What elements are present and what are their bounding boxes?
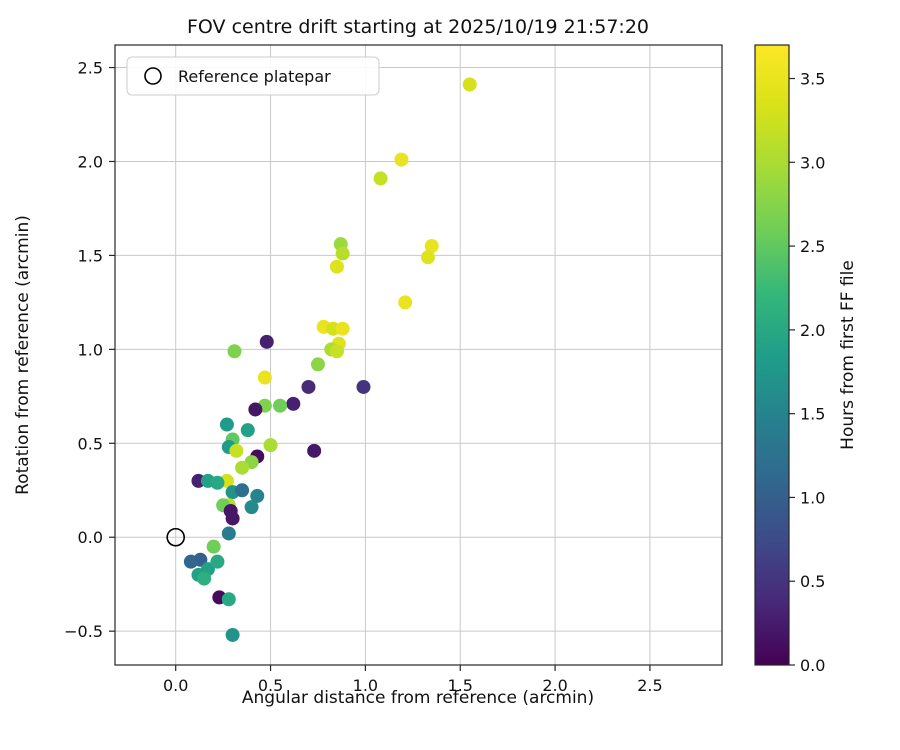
x-tick-label: 0.5 [258,676,283,695]
scatter-point [373,171,388,186]
y-axis-label: Rotation from reference (arcmin) [13,215,33,495]
colorbar-tick-label: 1.5 [800,405,825,424]
colorbar-tick-label: 1.0 [800,488,825,507]
scatter-point [229,443,244,458]
scatter-point [335,246,350,261]
colorbar-tick-label: 3.5 [800,70,825,89]
grid [115,45,722,665]
y-tick-label: −0.5 [64,622,103,641]
scatter-point [244,500,259,515]
scatter-point [235,483,250,498]
plot-border [114,44,723,666]
scatter-point [420,250,435,265]
y-tick-label: 2.5 [78,59,103,78]
scatter-point [197,571,212,586]
legend-reference-marker-icon [144,67,162,85]
scatter-point [210,554,225,569]
scatter-point [221,526,236,541]
scatter-point [240,423,255,438]
y-tick-label: 2.0 [78,152,103,171]
x-tick-label: 1.5 [448,676,473,695]
y-tick-label: 1.0 [78,340,103,359]
scatter-point [225,511,240,526]
scatter-point [219,417,234,432]
legend-label: Reference platepar [178,67,331,86]
y-tick-label: 1.5 [78,246,103,265]
scatter-point [398,295,413,310]
scatter-point [356,379,371,394]
scatter-point [462,77,477,92]
scatter-point [273,398,288,413]
colorbar: 0.0 0.5 1.0 1.5 2.0 2.5 3.0 3.5 [754,44,825,675]
colorbar-tick-label: 3.0 [800,153,825,172]
x-tick-label: 0.0 [163,676,188,695]
colorbar-tick-label: 0.5 [800,572,825,591]
scatter-points [166,77,477,642]
scatter-point [259,334,274,349]
scatter-point [248,402,263,417]
scatter-point [250,488,265,503]
scatter-point [227,344,242,359]
scatter-point [263,438,278,453]
y-tick-label: 0.5 [78,434,103,453]
scatter-point [335,321,350,336]
x-tick-label: 1.0 [353,676,378,695]
scatter-point [307,443,322,458]
scatter-point [183,554,198,569]
axes: 0.0 0.5 1.0 1.5 2.0 2.5 −0.5 0.0 0.5 1.0 1.5 2.0 2.5 [64,44,723,695]
y-tick-label: 0.0 [78,528,103,547]
x-axis-label: Angular distance from reference (arcmin) [242,688,594,708]
scatter-point [257,370,272,385]
scatter-point [301,379,316,394]
scatter-point [329,259,344,274]
colorbar-label: Hours from first FF file [838,260,858,450]
colorbar-tick-label: 2.5 [800,237,825,256]
colorbar-gradient [755,45,789,665]
colorbar-tick-label: 0.0 [800,656,825,675]
scatter-point [310,357,325,372]
scatter-point [206,539,221,554]
scatter-point [394,152,409,167]
scatter-point [235,460,250,475]
legend-box [126,56,380,96]
colorbar-border [754,44,790,666]
scatter-point [329,344,344,359]
scatter-point [286,396,301,411]
scatter-point [221,592,236,607]
chart-title: FOV centre drift starting at 2025/10/19 … [187,16,649,38]
colorbar-tick-label: 2.0 [800,321,825,340]
scatter-point [210,475,225,490]
x-tick-label: 2.0 [542,676,567,695]
reference-platepar-marker [166,527,185,547]
scatter-point [424,239,439,254]
x-tick-label: 2.5 [637,676,662,695]
scatter-point [225,627,240,642]
legend: Reference platepar [126,56,380,96]
